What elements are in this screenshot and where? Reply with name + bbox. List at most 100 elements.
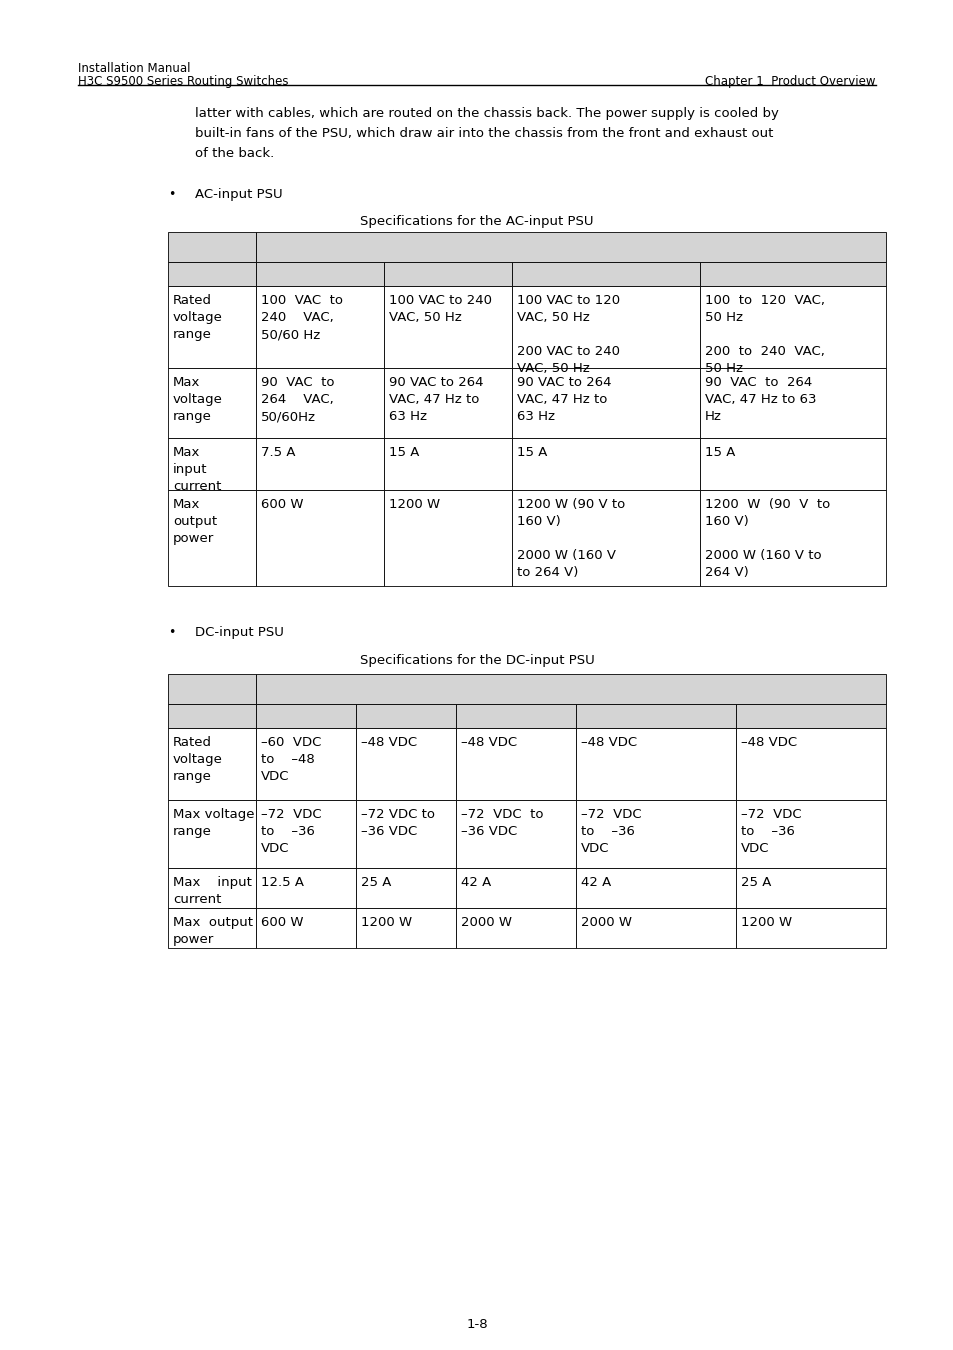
- Bar: [355, 728, 456, 801]
- Bar: [384, 262, 512, 286]
- Bar: [255, 262, 384, 286]
- Bar: [576, 703, 735, 728]
- Text: 1200 W: 1200 W: [389, 498, 439, 512]
- Bar: [168, 232, 255, 262]
- Bar: [168, 728, 255, 801]
- Text: Max  output
power: Max output power: [172, 917, 253, 946]
- Text: –72  VDC
to    –36
VDC: –72 VDC to –36 VDC: [580, 809, 641, 855]
- Bar: [512, 286, 700, 369]
- Bar: [355, 868, 456, 909]
- Text: 1-8: 1-8: [466, 1318, 487, 1331]
- Text: Specifications for the DC-input PSU: Specifications for the DC-input PSU: [359, 653, 594, 667]
- Bar: [512, 437, 700, 490]
- Bar: [255, 437, 384, 490]
- Text: 15 A: 15 A: [389, 446, 419, 459]
- Text: 12.5 A: 12.5 A: [261, 876, 304, 890]
- Text: 1200 W (90 V to
160 V)

2000 W (160 V
to 264 V): 1200 W (90 V to 160 V) 2000 W (160 V to …: [517, 498, 624, 579]
- Text: built-in fans of the PSU, which draw air into the chassis from the front and exh: built-in fans of the PSU, which draw air…: [194, 127, 773, 140]
- Text: 600 W: 600 W: [261, 498, 303, 512]
- Text: –48 VDC: –48 VDC: [460, 736, 517, 749]
- Text: •: •: [168, 626, 175, 639]
- Bar: [735, 909, 885, 948]
- Text: 100  to  120  VAC,
50 Hz

200  to  240  VAC,
50 Hz: 100 to 120 VAC, 50 Hz 200 to 240 VAC, 50…: [704, 294, 824, 375]
- Bar: [255, 909, 355, 948]
- Bar: [168, 369, 255, 437]
- Text: –72 VDC to
–36 VDC: –72 VDC to –36 VDC: [360, 809, 435, 838]
- Bar: [456, 868, 576, 909]
- Text: –48 VDC: –48 VDC: [580, 736, 637, 749]
- Text: of the back.: of the back.: [194, 147, 274, 161]
- Bar: [168, 437, 255, 490]
- Bar: [456, 728, 576, 801]
- Text: –72  VDC
to    –36
VDC: –72 VDC to –36 VDC: [261, 809, 321, 855]
- Text: Specifications for the AC-input PSU: Specifications for the AC-input PSU: [360, 215, 593, 228]
- Bar: [700, 490, 885, 586]
- Bar: [384, 286, 512, 369]
- Bar: [735, 728, 885, 801]
- Text: 42 A: 42 A: [460, 876, 491, 890]
- Text: 42 A: 42 A: [580, 876, 611, 890]
- Bar: [456, 801, 576, 868]
- Text: Installation Manual: Installation Manual: [78, 62, 191, 76]
- Bar: [168, 703, 255, 728]
- Bar: [255, 369, 384, 437]
- Bar: [735, 801, 885, 868]
- Text: 15 A: 15 A: [517, 446, 547, 459]
- Text: –60  VDC
to    –48
VDC: –60 VDC to –48 VDC: [261, 736, 321, 783]
- Bar: [456, 703, 576, 728]
- Bar: [456, 909, 576, 948]
- Text: Chapter 1  Product Overview: Chapter 1 Product Overview: [705, 76, 875, 88]
- Text: Rated
voltage
range: Rated voltage range: [172, 736, 223, 783]
- Bar: [255, 490, 384, 586]
- Text: 90 VAC to 264
VAC, 47 Hz to
63 Hz: 90 VAC to 264 VAC, 47 Hz to 63 Hz: [517, 377, 611, 423]
- Text: –48 VDC: –48 VDC: [740, 736, 797, 749]
- Bar: [255, 801, 355, 868]
- Bar: [384, 369, 512, 437]
- Text: DC-input PSU: DC-input PSU: [194, 626, 284, 639]
- Bar: [355, 703, 456, 728]
- Bar: [576, 868, 735, 909]
- Text: 7.5 A: 7.5 A: [261, 446, 295, 459]
- Text: Max    input
current: Max input current: [172, 876, 252, 906]
- Text: Max
output
power: Max output power: [172, 498, 217, 545]
- Bar: [168, 262, 255, 286]
- Bar: [700, 262, 885, 286]
- Bar: [576, 728, 735, 801]
- Text: 90  VAC  to  264
VAC, 47 Hz to 63
Hz: 90 VAC to 264 VAC, 47 Hz to 63 Hz: [704, 377, 816, 423]
- Text: 25 A: 25 A: [740, 876, 771, 890]
- Bar: [168, 286, 255, 369]
- Text: 90 VAC to 264
VAC, 47 Hz to
63 Hz: 90 VAC to 264 VAC, 47 Hz to 63 Hz: [389, 377, 483, 423]
- Text: 1200 W: 1200 W: [360, 917, 412, 929]
- Text: Max
voltage
range: Max voltage range: [172, 377, 223, 423]
- Text: 1200 W: 1200 W: [740, 917, 791, 929]
- Bar: [512, 490, 700, 586]
- Text: 100  VAC  to
240    VAC,
50/60 Hz: 100 VAC to 240 VAC, 50/60 Hz: [261, 294, 343, 342]
- Bar: [168, 490, 255, 586]
- Text: Max voltage
range: Max voltage range: [172, 809, 254, 838]
- Bar: [576, 909, 735, 948]
- Bar: [168, 801, 255, 868]
- Bar: [700, 286, 885, 369]
- Bar: [255, 868, 355, 909]
- Text: 90  VAC  to
264    VAC,
50/60Hz: 90 VAC to 264 VAC, 50/60Hz: [261, 377, 335, 423]
- Bar: [355, 801, 456, 868]
- Bar: [355, 909, 456, 948]
- Text: 2000 W: 2000 W: [580, 917, 631, 929]
- Bar: [735, 703, 885, 728]
- Text: Rated
voltage
range: Rated voltage range: [172, 294, 223, 342]
- Bar: [255, 728, 355, 801]
- Text: 600 W: 600 W: [261, 917, 303, 929]
- Bar: [255, 674, 885, 703]
- Bar: [700, 369, 885, 437]
- Text: latter with cables, which are routed on the chassis back. The power supply is co: latter with cables, which are routed on …: [194, 107, 778, 120]
- Bar: [168, 868, 255, 909]
- Bar: [168, 909, 255, 948]
- Bar: [255, 232, 885, 262]
- Bar: [384, 490, 512, 586]
- Text: Max
input
current: Max input current: [172, 446, 221, 493]
- Bar: [700, 437, 885, 490]
- Bar: [168, 674, 255, 703]
- Text: •: •: [168, 188, 175, 201]
- Bar: [255, 286, 384, 369]
- Text: 100 VAC to 240
VAC, 50 Hz: 100 VAC to 240 VAC, 50 Hz: [389, 294, 492, 324]
